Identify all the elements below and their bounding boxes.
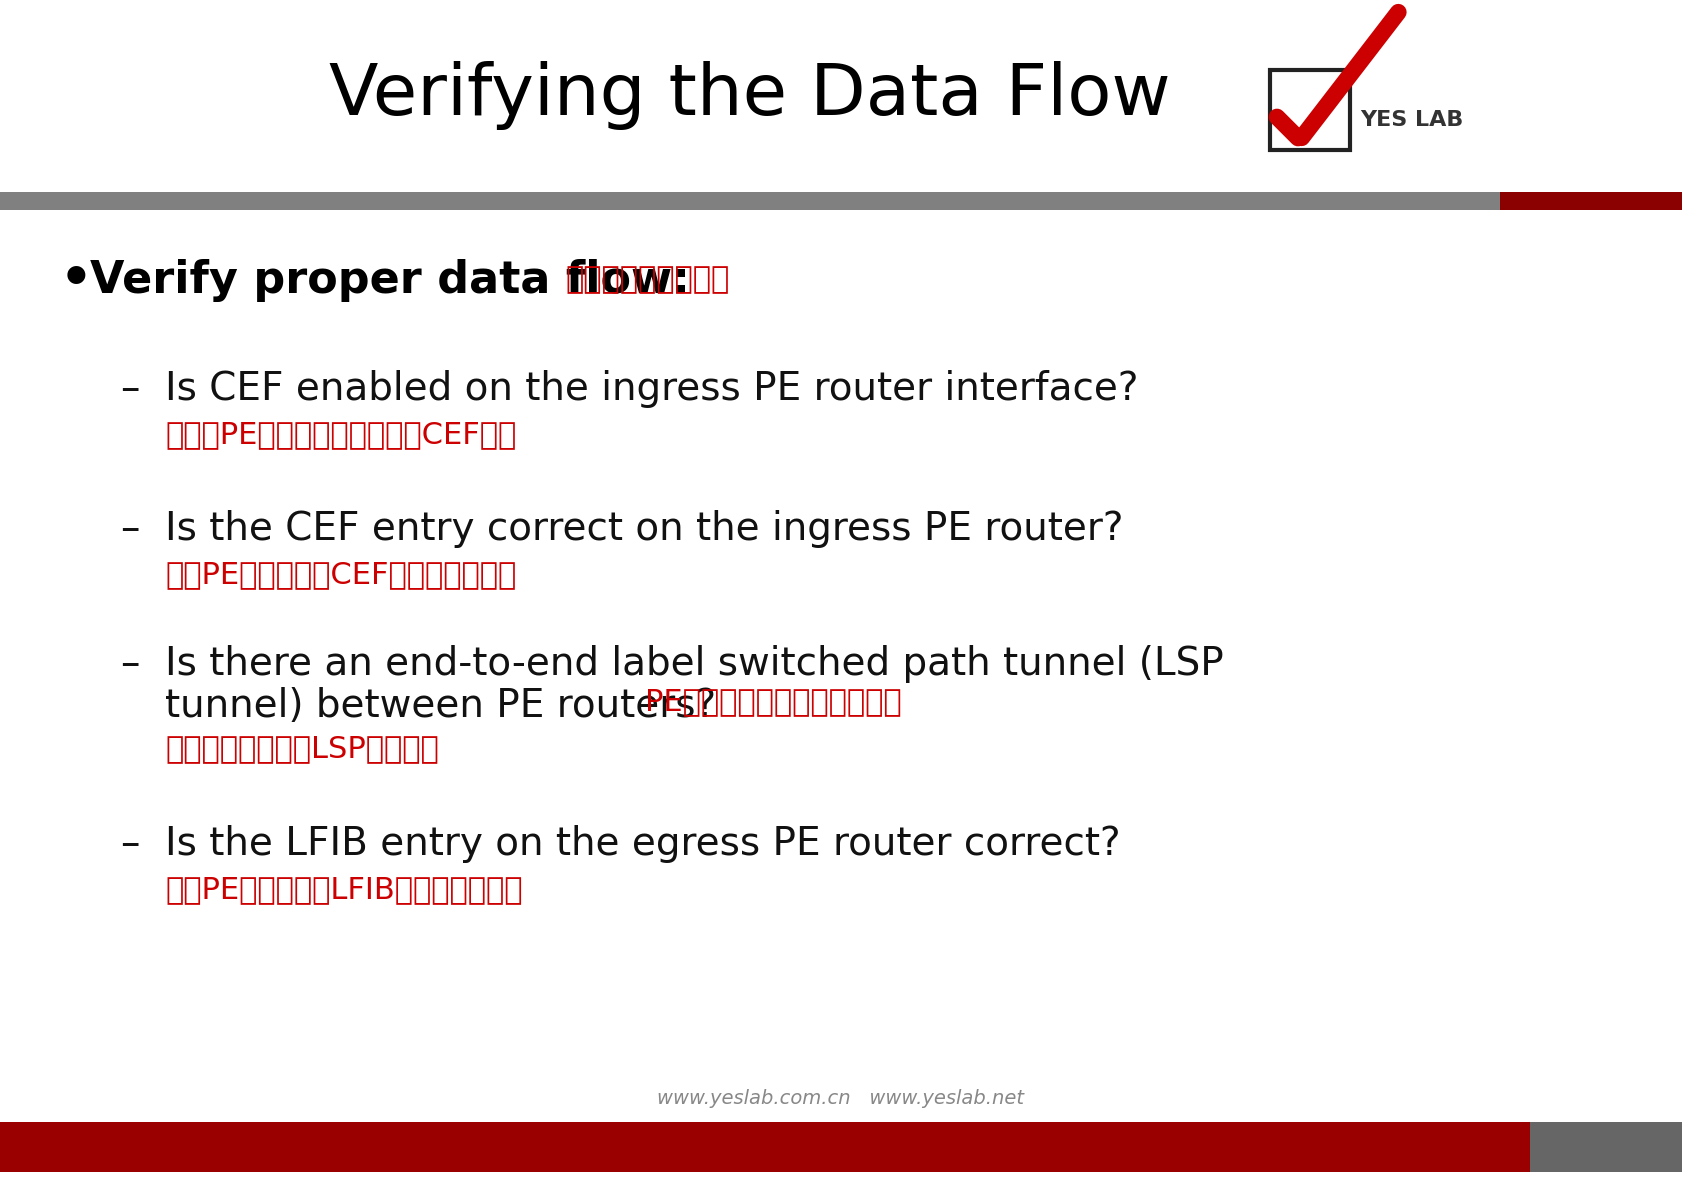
Text: 在入口PE路由器接口上启用了CEF吗？: 在入口PE路由器接口上启用了CEF吗？ (165, 420, 516, 449)
Text: 验证正确的数据流：: 验证正确的数据流： (565, 265, 728, 294)
Text: •: • (61, 255, 93, 305)
Text: –: – (119, 645, 140, 683)
Text: Verify proper data flow:: Verify proper data flow: (89, 258, 690, 301)
Text: www.yeslab.com.cn   www.yeslab.net: www.yeslab.com.cn www.yeslab.net (658, 1089, 1024, 1108)
FancyBboxPatch shape (1270, 70, 1349, 150)
Text: Is there an end-to-end label switched path tunnel (LSP: Is there an end-to-end label switched pa… (165, 645, 1223, 683)
Text: Is the CEF entry correct on the ingress PE router?: Is the CEF entry correct on the ingress … (165, 511, 1124, 549)
Text: Is CEF enabled on the ingress PE router interface?: Is CEF enabled on the ingress PE router … (165, 370, 1137, 408)
Text: YES LAB: YES LAB (1359, 109, 1463, 130)
Text: Verifying the Data Flow: Verifying the Data Flow (330, 61, 1171, 130)
Text: 入口PE路由器上的CEF条目是否正确？: 入口PE路由器上的CEF条目是否正确？ (165, 560, 516, 589)
Text: –: – (119, 825, 140, 863)
Text: –: – (119, 511, 140, 549)
Bar (0, 192, 1499, 209)
Text: 签交换路径隧道（LSP隧道）？: 签交换路径隧道（LSP隧道）？ (165, 734, 439, 763)
Text: PE路由器之间是否有端到端标: PE路由器之间是否有端到端标 (644, 687, 902, 716)
Bar (1499, 192, 1682, 209)
Text: tunnel) between PE routers?: tunnel) between PE routers? (165, 687, 717, 725)
Bar (1529, 1122, 1682, 1172)
Bar (0, 1122, 1529, 1172)
Text: 出口PE路由器上的LFIB条目是否正确？: 出口PE路由器上的LFIB条目是否正确？ (165, 875, 521, 904)
Text: Is the LFIB entry on the egress PE router correct?: Is the LFIB entry on the egress PE route… (165, 825, 1120, 863)
Text: –: – (119, 370, 140, 408)
